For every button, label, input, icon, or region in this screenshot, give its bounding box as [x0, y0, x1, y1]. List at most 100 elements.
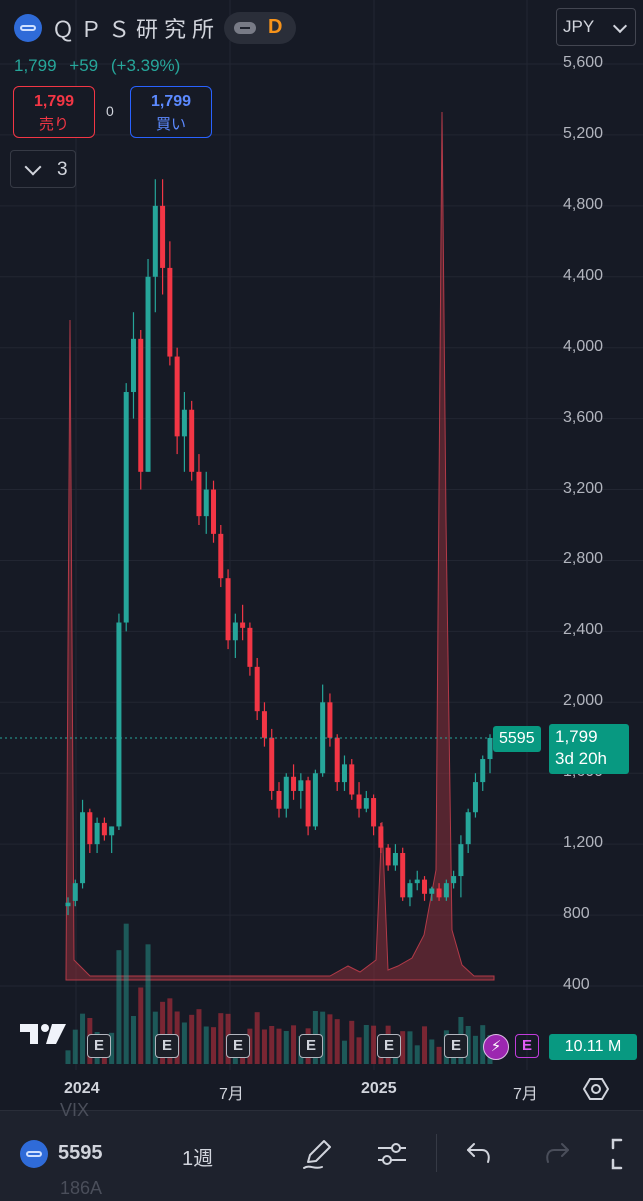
price-change: +59	[69, 56, 99, 75]
volume-bar	[254, 1012, 260, 1064]
time-label-jul: 7月	[219, 1086, 244, 1103]
toolbar-symbol[interactable]: 5595	[58, 1142, 103, 1164]
indicators-toggle[interactable]: 3	[10, 150, 76, 188]
earnings-marker[interactable]: E	[299, 1034, 323, 1058]
candle-body	[109, 826, 115, 836]
price-axis-label: 4,800	[563, 195, 604, 213]
volume-bar	[160, 1001, 166, 1064]
volume-bar	[261, 1029, 267, 1064]
sell-label: 売り	[38, 116, 69, 133]
candle-body	[385, 847, 391, 866]
sell-button[interactable]: 1,799 売り	[13, 86, 95, 138]
exchange-status-pill[interactable]: D	[224, 12, 296, 44]
earnings-marker[interactable]: E	[444, 1034, 468, 1058]
candle-body	[87, 812, 93, 845]
volume-bar	[414, 1045, 420, 1064]
fullscreen-icon[interactable]	[607, 1136, 643, 1172]
candle-body	[145, 276, 151, 472]
earnings-marker[interactable]: E	[87, 1034, 111, 1058]
countdown: 3d 20h	[555, 749, 607, 768]
volume-bar	[181, 1022, 187, 1064]
price-axis-label: 3,200	[563, 479, 604, 497]
candle-body	[189, 409, 195, 472]
chart-grid	[0, 0, 643, 1070]
candle-body	[458, 844, 464, 877]
candle-body	[116, 622, 122, 827]
volume-bar	[72, 1029, 78, 1064]
lightning-icon[interactable]: ⚡	[483, 1034, 509, 1060]
chevron-down-icon	[24, 158, 42, 176]
currency-select[interactable]: JPY	[556, 8, 636, 46]
time-label-2025: 2025	[361, 1080, 397, 1097]
last-price-badge: 1,799 3d 20h	[549, 724, 629, 774]
candle-body	[152, 205, 158, 277]
candle-body	[254, 666, 260, 712]
sell-price: 1,799	[33, 93, 75, 110]
candle-body	[232, 622, 238, 641]
pen-icon[interactable]	[300, 1136, 336, 1172]
candles	[65, 179, 493, 916]
candle-body	[138, 338, 144, 472]
chart-settings-icon[interactable]	[583, 1076, 609, 1102]
price-change-percent: (+3.39%)	[110, 56, 181, 75]
candle-body	[247, 627, 253, 667]
candle-body	[291, 776, 297, 791]
volume-bar	[472, 1035, 478, 1064]
candle-body	[211, 489, 217, 534]
price-axis-label: 400	[563, 976, 590, 993]
candle-body	[72, 883, 78, 901]
symbol-price-tag: 5595	[493, 726, 541, 752]
price-axis-label: 4,000	[563, 337, 604, 355]
redo-icon[interactable]	[538, 1136, 574, 1172]
volume-bar	[109, 1032, 115, 1064]
volume-bar	[400, 1031, 406, 1064]
candle-body	[240, 622, 246, 628]
toolbar-symbol-logo[interactable]	[20, 1140, 48, 1168]
volume-bar	[123, 923, 129, 1064]
candle-body	[181, 409, 187, 437]
candle-body	[65, 902, 71, 907]
indicator-area-fill	[65, 111, 495, 981]
candle-body	[341, 764, 347, 783]
price-summary: 1,799 +59 (+3.39%)	[14, 56, 188, 76]
tradingview-logo[interactable]	[18, 1020, 68, 1048]
price-axis-label: 4,400	[563, 266, 604, 284]
volume-bar	[334, 1019, 340, 1064]
candle-body	[443, 883, 449, 898]
buy-button[interactable]: 1,799 買い	[130, 86, 212, 138]
candle-body	[320, 702, 326, 774]
candle-body	[305, 780, 311, 827]
candle-body	[298, 780, 304, 791]
indicator-area	[65, 111, 495, 981]
future-earnings-marker[interactable]: E	[515, 1034, 539, 1058]
time-label-2024: 2024	[64, 1080, 100, 1097]
candle-body	[451, 876, 457, 884]
interval-button[interactable]: 1週	[182, 1148, 214, 1170]
time-label-jul-2: 7月	[513, 1086, 538, 1103]
volume-bar	[196, 1009, 202, 1064]
spread-value: 0	[106, 103, 114, 119]
candle-body	[261, 711, 267, 738]
sliders-icon[interactable]	[374, 1136, 410, 1172]
earnings-marker[interactable]: E	[155, 1034, 179, 1058]
candle-body	[174, 356, 180, 437]
volume-bar	[291, 1025, 297, 1064]
volume-bar	[80, 1013, 86, 1064]
volume-bar	[341, 1040, 347, 1064]
price-chart[interactable]	[0, 0, 643, 1110]
currency-label: JPY	[563, 17, 595, 36]
price-axis-label: 3,600	[563, 408, 604, 426]
ghost-watchlist-186a: 186A	[60, 1178, 103, 1198]
indicator-count: 3	[57, 159, 68, 180]
candle-body	[334, 737, 340, 783]
price-axis-label: 2,000	[563, 692, 604, 710]
volume-bar	[130, 1016, 136, 1064]
undo-icon[interactable]	[462, 1136, 498, 1172]
earnings-marker[interactable]: E	[377, 1034, 401, 1058]
volume-bar	[189, 1014, 195, 1064]
price-axis-label: 5,200	[563, 124, 604, 142]
candle-body	[465, 812, 471, 845]
symbol-name[interactable]: ＱＰＳ研究所	[52, 17, 221, 42]
volume-bar	[363, 1025, 369, 1064]
earnings-marker[interactable]: E	[226, 1034, 250, 1058]
